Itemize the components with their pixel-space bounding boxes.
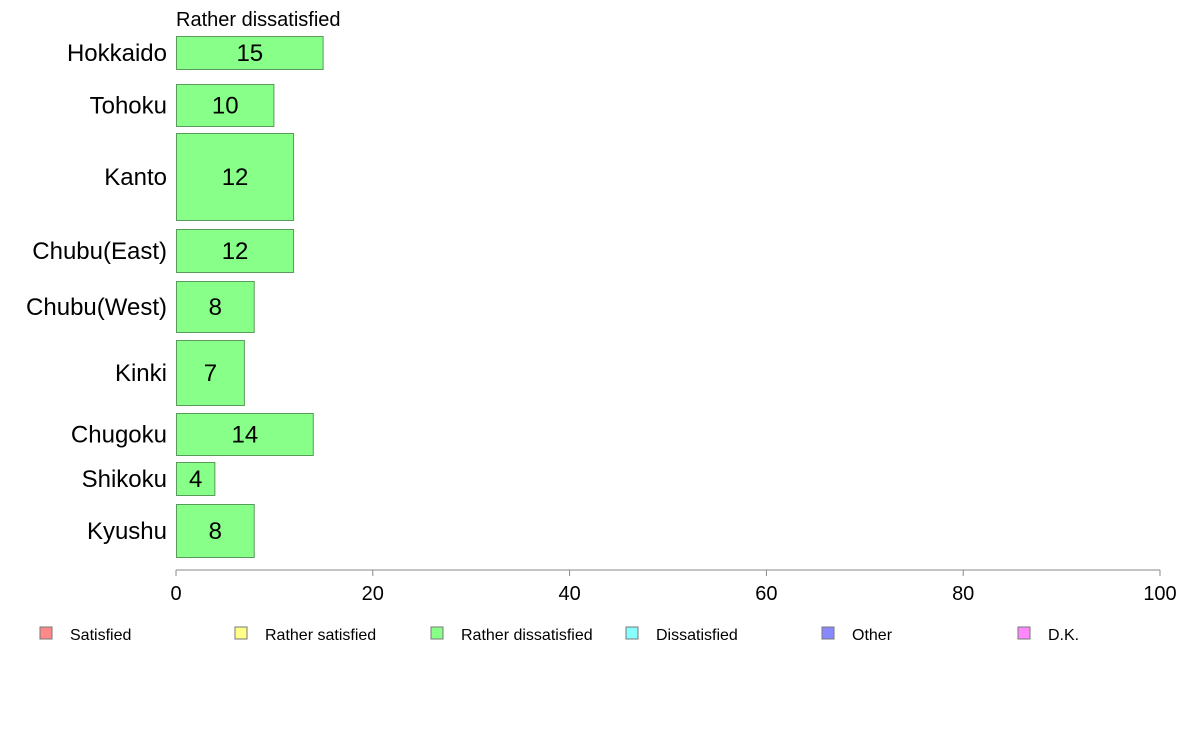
data-label: 14 — [232, 422, 259, 449]
category-label: Hokkaido — [67, 40, 167, 67]
category-label: Kanto — [104, 164, 167, 191]
legend-swatch — [821, 626, 835, 640]
bar — [176, 340, 245, 406]
bar — [176, 36, 324, 70]
x-tick-label: 40 — [558, 583, 580, 605]
data-label: 12 — [222, 164, 249, 191]
chart-title: Rather dissatisfied — [176, 9, 341, 31]
legend: Satisfied Rather satisfied Rather dissatis… — [39, 626, 1079, 644]
legend-label: Rather satisfied — [265, 627, 376, 644]
category-label: Kyushu — [87, 518, 167, 545]
bar — [176, 281, 255, 333]
category-label: Shikoku — [82, 466, 167, 493]
category-label: Chubu(West) — [26, 294, 167, 321]
category-label: Tohoku — [90, 93, 167, 120]
bars-layer: Hokkaido 15 Tohoku 10 Kanto 12 Chubu(East) 12 Ch… — [26, 36, 324, 558]
legend-swatch — [234, 626, 248, 640]
bar — [176, 133, 295, 221]
x-tick-label: 60 — [755, 583, 777, 605]
bar — [176, 229, 295, 273]
legend-label: D.K. — [1048, 627, 1079, 644]
legend-swatch — [1017, 626, 1031, 640]
x-axis: 0 20 40 60 80 100 — [170, 569, 1177, 605]
data-label: 10 — [212, 93, 239, 120]
x-tick-label: 80 — [952, 583, 974, 605]
legend-swatch — [430, 626, 444, 640]
bar — [176, 84, 275, 127]
data-label: 8 — [209, 294, 222, 321]
data-label: 8 — [209, 518, 222, 545]
category-label: Chugoku — [71, 422, 167, 449]
bar — [176, 462, 216, 496]
category-label: Chubu(East) — [32, 238, 167, 265]
legend-swatch — [625, 626, 639, 640]
x-tick-label: 0 — [170, 583, 181, 605]
data-label: 7 — [204, 360, 217, 387]
category-label: Kinki — [115, 360, 167, 387]
x-tick-label: 100 — [1143, 583, 1176, 605]
bar — [176, 504, 255, 558]
bar — [176, 413, 314, 456]
data-label: 4 — [189, 466, 202, 493]
legend-label: Satisfied — [70, 627, 131, 644]
legend-label: Other — [852, 627, 893, 644]
legend-label: Rather dissatisfied — [461, 627, 593, 644]
data-label: 15 — [236, 40, 263, 67]
legend-swatch — [39, 626, 53, 640]
data-label: 12 — [222, 238, 249, 265]
x-tick-label: 20 — [362, 583, 384, 605]
legend-label: Dissatisfied — [656, 627, 738, 644]
